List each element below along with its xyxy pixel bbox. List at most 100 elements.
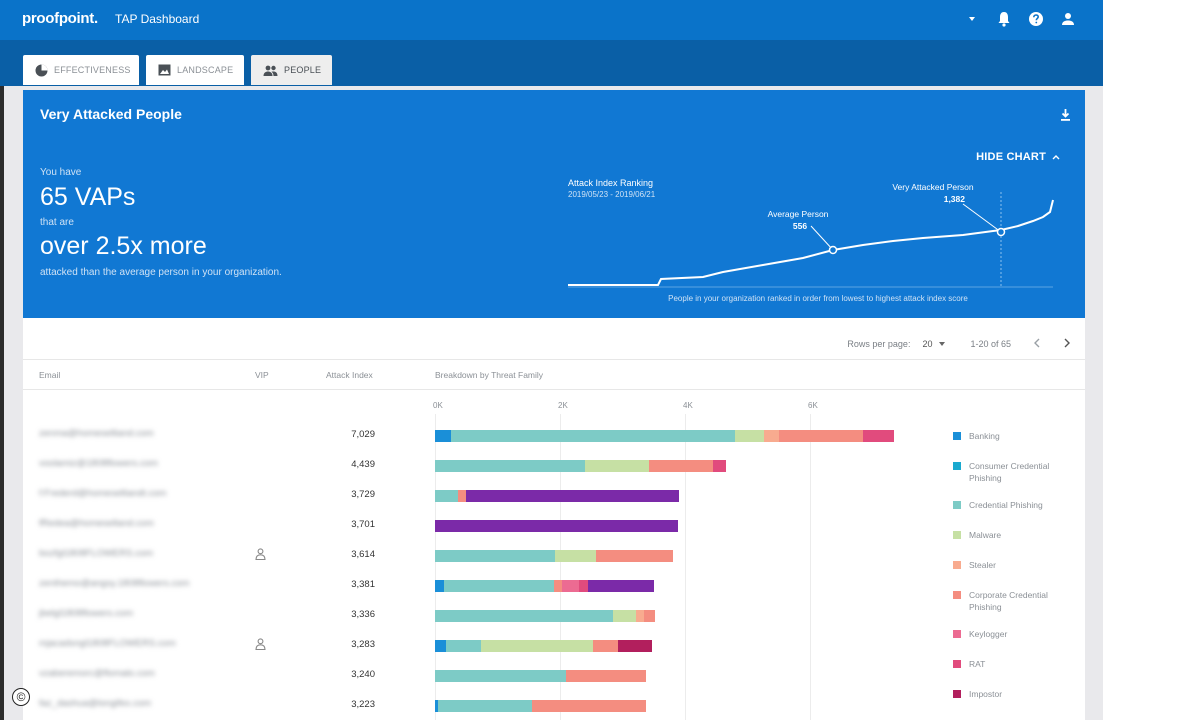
threat-breakdown-bar[interactable] xyxy=(435,460,726,472)
threat-breakdown-bar[interactable] xyxy=(435,640,653,652)
bar-segment[interactable] xyxy=(561,580,579,592)
email-cell[interactable]: faz_dashua@longifex.com xyxy=(39,698,152,709)
bar-segment[interactable] xyxy=(566,670,647,682)
rank-chart-date-range: 2019/05/23 - 2019/06/21 xyxy=(568,190,656,199)
axis-gridline xyxy=(560,414,561,720)
email-cell[interactable]: mjacadsngl1808FLOWERS.com xyxy=(39,638,176,649)
table-row[interactable]: zenthemo@angsy.1808flowers.com 3,381 xyxy=(23,570,943,600)
column-header-breakdown[interactable]: Breakdown by Threat Family xyxy=(435,370,544,380)
email-cell[interactable]: zenthemo@angsy.1808flowers.com xyxy=(39,578,190,589)
email-cell[interactable]: fRedea@homeselland.com xyxy=(39,518,154,529)
threat-breakdown-bar[interactable] xyxy=(435,550,673,562)
threat-breakdown-bar[interactable] xyxy=(435,520,678,532)
bar-segment[interactable] xyxy=(587,580,654,592)
bar-segment[interactable] xyxy=(863,430,895,442)
rows-per-page-select[interactable]: 20 xyxy=(922,339,946,349)
bar-segment[interactable] xyxy=(734,430,765,442)
user-icon[interactable] xyxy=(1059,8,1077,30)
email-cell[interactable]: zenma@homeselliand.com xyxy=(39,428,154,439)
bar-segment[interactable] xyxy=(435,460,585,472)
bar-segment[interactable] xyxy=(555,550,597,562)
attack-index-value: 3,223 xyxy=(351,699,375,710)
bar-segment[interactable] xyxy=(435,700,439,712)
column-header-vip[interactable]: VIP xyxy=(255,370,269,380)
bar-segment[interactable] xyxy=(764,430,779,442)
bar-segment[interactable] xyxy=(596,550,673,562)
bar-segment[interactable] xyxy=(444,580,554,592)
avg-person-value: 556 xyxy=(793,221,807,231)
axis-gridline xyxy=(685,414,686,720)
bar-segment[interactable] xyxy=(613,610,637,622)
bell-icon[interactable] xyxy=(995,8,1013,30)
table-row[interactable]: mjacadsngl1808FLOWERS.com 3,283 xyxy=(23,630,943,660)
bar-segment[interactable] xyxy=(435,430,451,442)
email-cell[interactable]: vzaberemorc@flomalo.com xyxy=(39,668,155,679)
bar-segment[interactable] xyxy=(435,550,555,562)
bar-segment[interactable] xyxy=(450,430,735,442)
table-row[interactable]: f:Frederd@homeselliandt.com 3,729 xyxy=(23,480,943,510)
threat-breakdown-bar[interactable] xyxy=(435,490,680,502)
tab-people[interactable]: PEOPLE xyxy=(251,55,332,85)
bar-segment[interactable] xyxy=(585,460,649,472)
table-row[interactable]: jbelgl1808flowers.com 3,336 xyxy=(23,600,943,630)
table-row[interactable]: zenma@homeselliand.com 7,029 xyxy=(23,420,943,450)
that-are-text: that are xyxy=(40,217,74,228)
top-bar: proofpoint. TAP Dashboard xyxy=(0,0,1103,40)
table-row[interactable]: fRedea@homeselland.com 3,701 xyxy=(23,510,943,540)
bar-segment[interactable] xyxy=(531,700,646,712)
bar-segment[interactable] xyxy=(435,640,446,652)
column-header-attack-index[interactable]: Attack Index xyxy=(326,370,373,380)
bar-segment[interactable] xyxy=(593,640,619,652)
email-cell[interactable]: f:Frederd@homeselliandt.com xyxy=(39,488,167,499)
bar-segment[interactable] xyxy=(465,490,680,502)
threat-breakdown-bar[interactable] xyxy=(435,610,655,622)
bar-segment[interactable] xyxy=(481,640,594,652)
threat-breakdown-bar[interactable] xyxy=(435,670,647,682)
attack-index-value: 3,283 xyxy=(351,639,375,650)
email-cell[interactable]: voolamiz@1808flowers.com xyxy=(39,458,158,469)
bar-segment[interactable] xyxy=(445,640,482,652)
bar-segment[interactable] xyxy=(438,700,532,712)
top-actions xyxy=(963,8,1077,30)
table-row[interactable]: faz_dashua@longifex.com 3,223 xyxy=(23,690,943,720)
tab-effectiveness[interactable]: EFFECTIVENESS xyxy=(23,55,139,85)
table-row[interactable]: voolamiz@1808flowers.com 4,439 xyxy=(23,450,943,480)
caret-down-icon[interactable] xyxy=(963,8,981,30)
bar-segment[interactable] xyxy=(712,460,726,472)
table-row[interactable]: bozfgl1808FLOWERS.com 3,614 xyxy=(23,540,943,570)
bar-segment[interactable] xyxy=(457,490,466,502)
bar-segment[interactable] xyxy=(553,580,562,592)
bar-segment[interactable] xyxy=(644,610,655,622)
legend-label: Credential Phishing xyxy=(969,500,1043,510)
threat-breakdown-bar[interactable] xyxy=(435,430,895,442)
bar-segment[interactable] xyxy=(778,430,864,442)
bar-segment[interactable] xyxy=(435,610,614,622)
threat-breakdown-bar[interactable] xyxy=(435,580,654,592)
avg-person-label: Average Person xyxy=(768,209,829,219)
attack-multiplier: over 2.5x more xyxy=(40,232,207,260)
legend-swatch xyxy=(953,432,961,440)
bar-segment[interactable] xyxy=(618,640,653,652)
tab-landscape[interactable]: LANDSCAPE xyxy=(146,55,244,85)
download-icon[interactable] xyxy=(1060,108,1071,126)
bar-segment[interactable] xyxy=(435,520,678,532)
table-row[interactable]: vzaberemorc@flomalo.com 3,240 xyxy=(23,660,943,690)
bar-segment[interactable] xyxy=(435,580,445,592)
bar-segment[interactable] xyxy=(636,610,645,622)
bar-segment[interactable] xyxy=(435,670,567,682)
chevron-left-icon xyxy=(1034,338,1040,348)
bar-segment[interactable] xyxy=(648,460,713,472)
next-page-button[interactable] xyxy=(1063,338,1071,350)
help-icon[interactable] xyxy=(1027,8,1045,30)
you-have-text: You have xyxy=(40,167,82,178)
bar-segment[interactable] xyxy=(578,580,588,592)
vip-icon xyxy=(255,547,266,565)
email-cell[interactable]: bozfgl1808FLOWERS.com xyxy=(39,548,154,559)
hide-chart-button[interactable]: HIDE CHART xyxy=(976,151,1060,163)
prev-page-button[interactable] xyxy=(1033,338,1041,350)
axis-tick-label: 2K xyxy=(558,401,568,410)
threat-breakdown-bar[interactable] xyxy=(435,700,646,712)
bar-segment[interactable] xyxy=(435,490,458,502)
email-cell[interactable]: jbelgl1808flowers.com xyxy=(39,608,133,619)
column-header-email[interactable]: Email xyxy=(39,370,61,380)
